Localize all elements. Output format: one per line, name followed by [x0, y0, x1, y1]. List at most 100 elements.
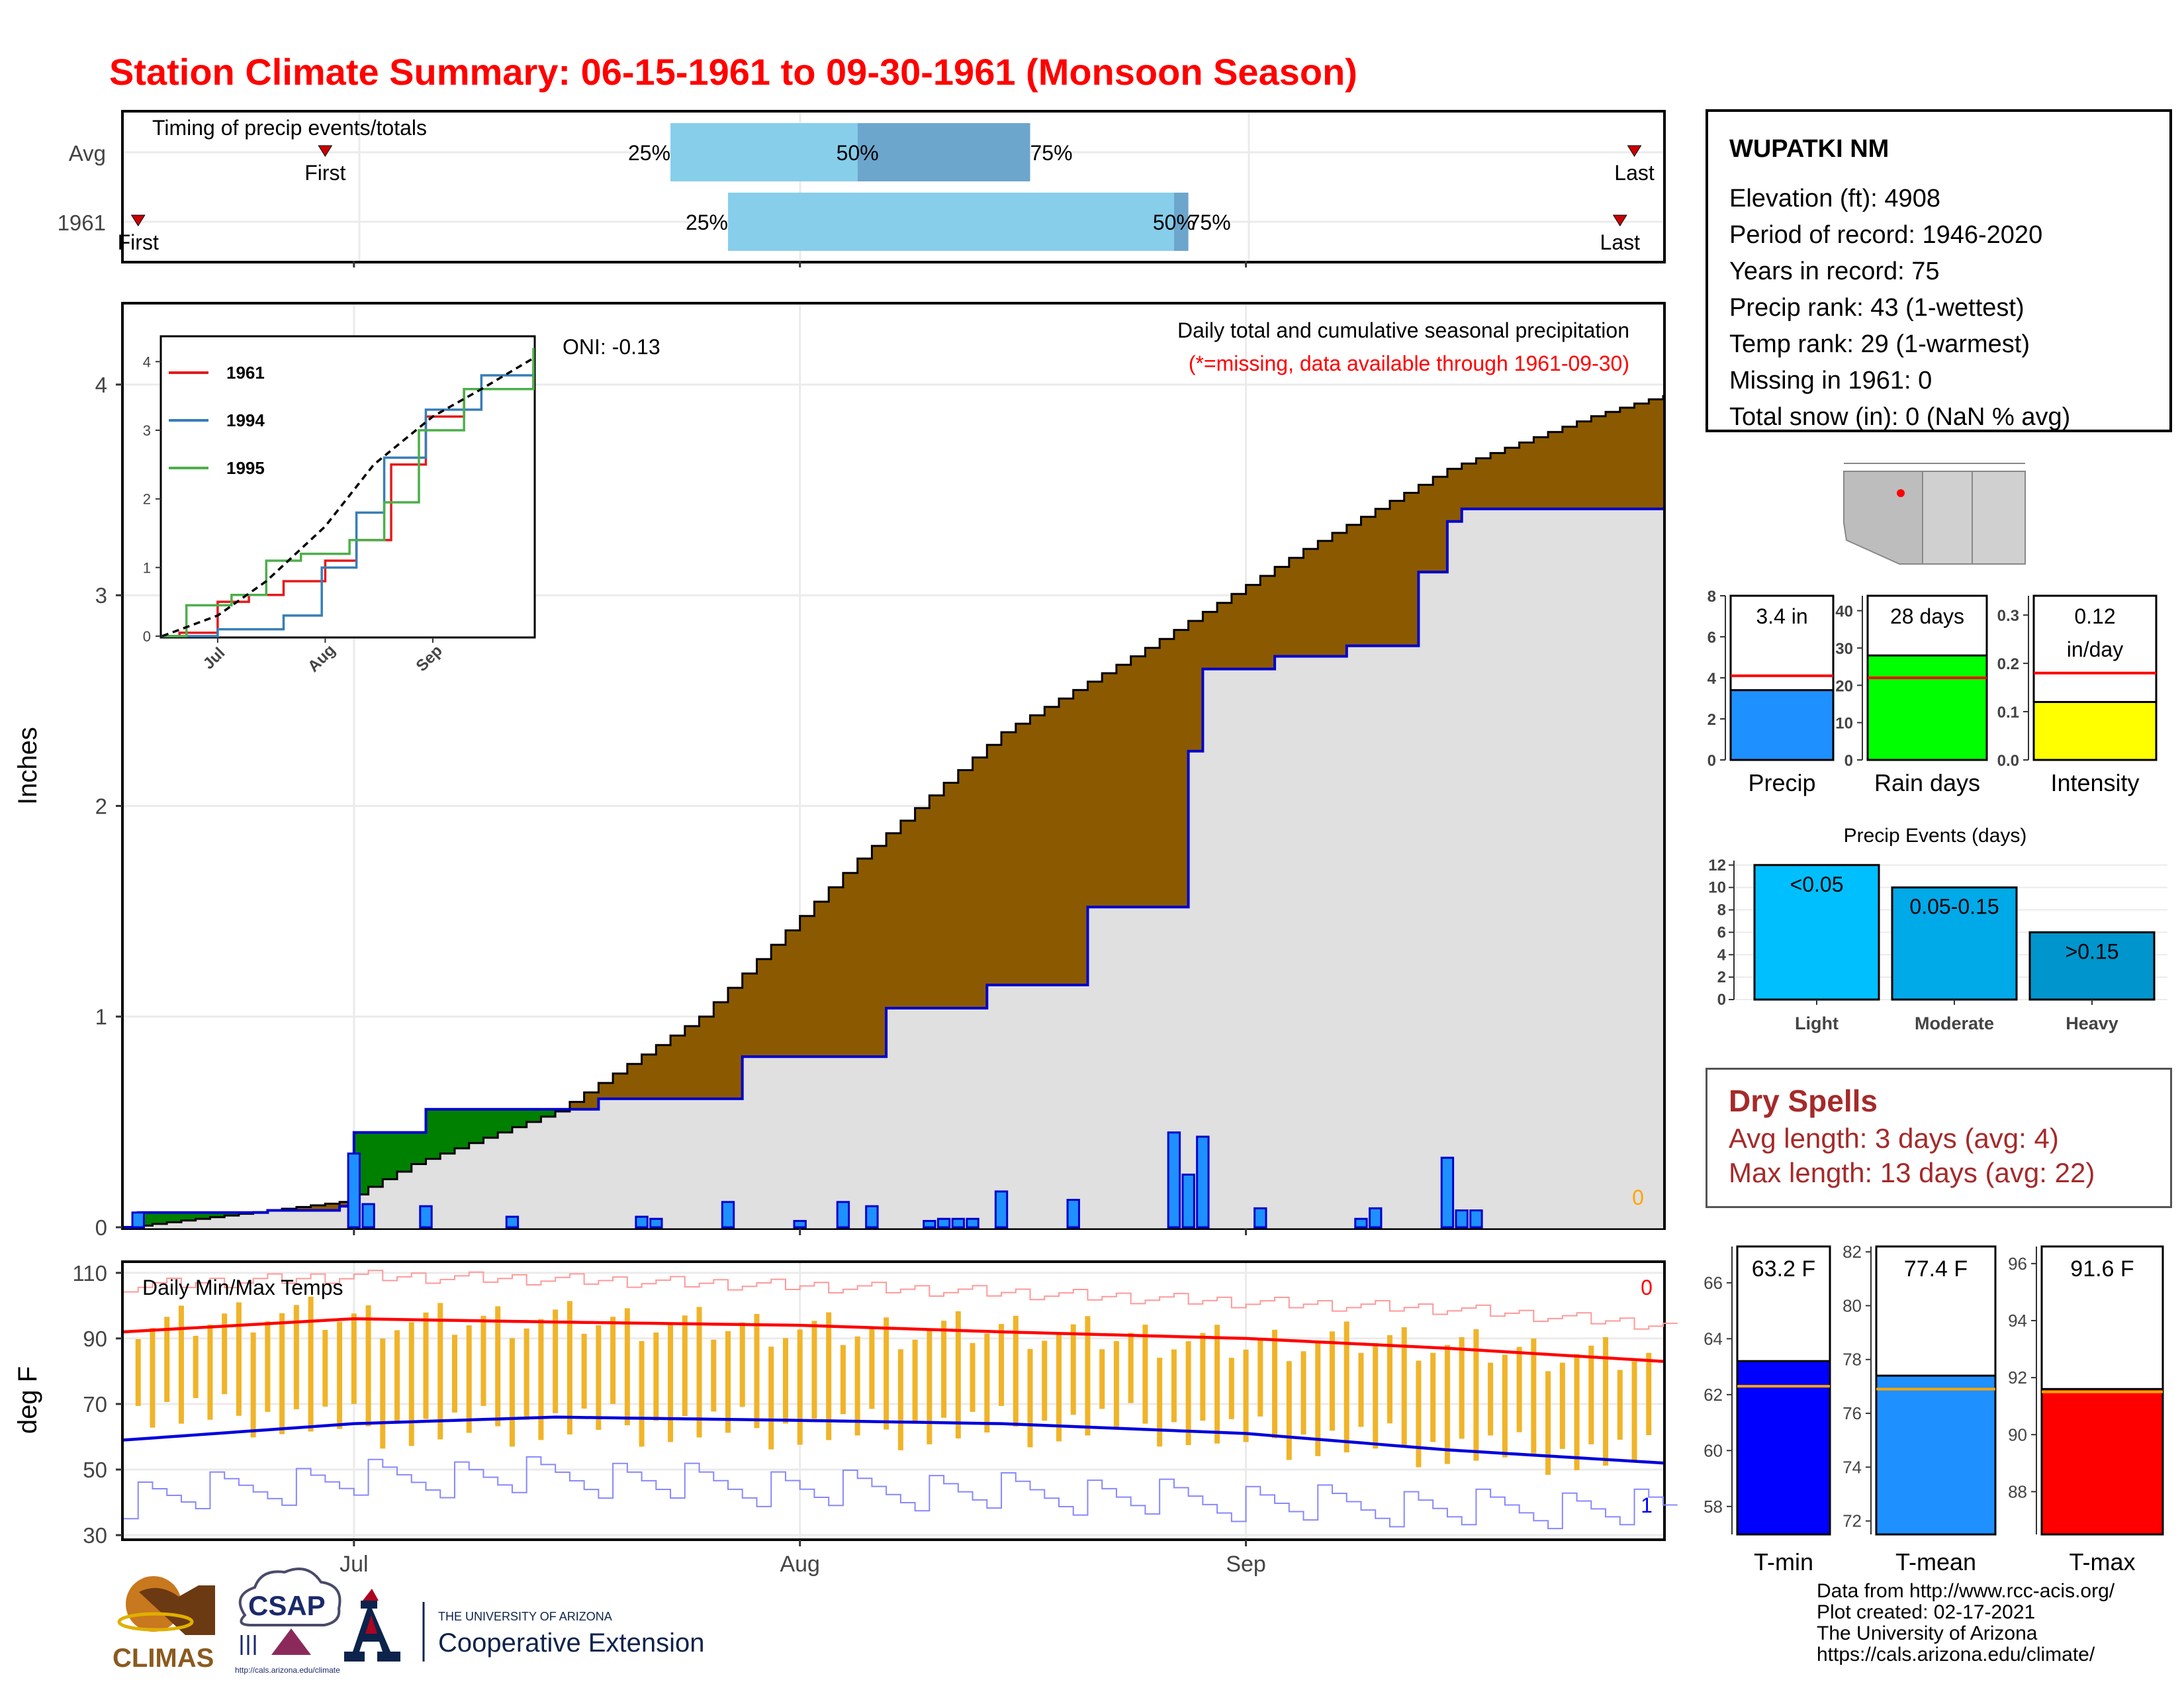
inset-average-line [161, 357, 534, 637]
daily-temp-range-bar [1588, 1345, 1594, 1444]
station-location-dot [1897, 489, 1905, 497]
daily-precip-bar [951, 1217, 966, 1229]
daily-temp-range-bar [955, 1311, 961, 1438]
daily-temp-range-bar [754, 1313, 760, 1429]
station-name: WUPATKI NM [1729, 135, 1889, 163]
temp-bar-label: T-min [1754, 1548, 1813, 1575]
precip-y-tick-label: 3 [95, 583, 107, 608]
inset-series-line [162, 365, 535, 637]
temps-y-tick-label: 70 [83, 1392, 107, 1417]
daily-temp-range-bar [1401, 1327, 1407, 1446]
temp-bar-y-tick-label: 88 [2008, 1481, 2027, 1501]
timing-p50-label: 50% [1153, 211, 1195, 234]
temp-bar-value-label: 91.6 F [2070, 1256, 2134, 1282]
temp-bar-label: T-max [2069, 1548, 2135, 1575]
daily-temp-range-bar [523, 1329, 529, 1420]
daily-precip-bar [721, 1201, 735, 1229]
daily-precip-bar [994, 1190, 1009, 1229]
last-event-label: Last [1600, 230, 1641, 254]
timing-p50-label: 50% [837, 141, 879, 165]
inset-y-tick-label: 2 [143, 491, 151, 508]
daily-temp-range-bar [869, 1327, 875, 1409]
daily-temp-range-bar [1300, 1351, 1306, 1434]
daily-temp-range-bar [941, 1321, 947, 1418]
temp-bar-value [1736, 1360, 1831, 1536]
station-years: Years in record: 75 [1729, 258, 1940, 285]
mini-bar-label: Precip [1748, 769, 1815, 796]
csap-logo-url: http://cals.arizona.edu/climate [235, 1665, 340, 1675]
temps-title: Daily Min/Max Temps [142, 1276, 343, 1299]
inset-legend: 1961 1994 1995 [169, 363, 265, 478]
temp-bar-y-tick-label: 82 [1843, 1242, 1862, 1262]
daily-precip-bar [419, 1205, 433, 1229]
daily-precip-bar [505, 1215, 520, 1229]
daily-temp-range-bar [178, 1305, 184, 1424]
daily-temp-range-bar [1200, 1333, 1206, 1421]
daily-precip-bar [361, 1203, 375, 1229]
daily-temp-range-bar [1042, 1340, 1048, 1421]
daily-temp-range-bar [1142, 1325, 1148, 1424]
season-totals-bars: 0 2 4 6 8 3.4 in Precip 0 10 20 30 40 28 days Rain da… [1707, 588, 2158, 796]
station-precip-rank: Precip rank: 43 (1-wettest) [1729, 294, 2025, 322]
daily-precip-bar [1253, 1207, 1267, 1229]
event-bar-label: Moderate [1915, 1013, 1994, 1033]
temps-y-tick-label: 90 [83, 1327, 107, 1351]
timing-p75-label: 75% [1189, 211, 1231, 234]
state-map [1843, 460, 2028, 566]
event-bar-label: Light [1795, 1013, 1839, 1033]
daily-precip-bar [635, 1215, 649, 1229]
event-bar-label: Heavy [2066, 1013, 2118, 1033]
ua-logo: THE UNIVERSITY OF ARIZONA Cooperative Ex… [344, 1589, 704, 1662]
station-temp-rank: Temp rank: 29 (1-warmest) [1729, 330, 2030, 358]
temp-bar-y-tick-label: 92 [2008, 1368, 2027, 1387]
daily-temp-range-bar [236, 1302, 242, 1416]
temps-missing-max: 0 [1641, 1276, 1653, 1299]
daily-temp-range-bar [1358, 1352, 1364, 1427]
daily-temp-range-bar [451, 1335, 457, 1413]
daily-temp-range-bar [365, 1305, 371, 1427]
temps-x-tick-label: Sep [1226, 1552, 1266, 1577]
daily-precip-bar [923, 1219, 936, 1229]
daily-temp-range-bar [538, 1319, 544, 1440]
csap-logo: CSAP http://cals.arizona.edu/climate [235, 1568, 341, 1675]
precip-y-tick-label: 1 [95, 1005, 107, 1029]
daily-temp-range-bar [1013, 1315, 1019, 1427]
daily-temp-range-bar [250, 1332, 256, 1438]
inset-legend-label: 1961 [226, 363, 265, 383]
mini-bar-y-tick-label: 4 [1707, 670, 1717, 688]
inset-y-tick-label: 0 [143, 628, 151, 645]
daily-temp-range-bar [1128, 1333, 1134, 1403]
dry-spells-avg: Avg length: 3 days (avg: 4) [1729, 1123, 2059, 1154]
avg-max-temp-line [123, 1317, 1664, 1363]
inset-legend-label: 1994 [226, 410, 265, 430]
daily-temp-range-bar [581, 1333, 587, 1409]
mini-bar-value-label: 28 days [1890, 604, 1964, 628]
daily-temp-range-bar [164, 1317, 170, 1402]
temps-x-tick-label: Jul [340, 1552, 368, 1577]
precip-y-axis: 0 1 2 3 4 [95, 373, 1248, 1240]
daily-temp-range-bar [1113, 1340, 1119, 1430]
mini-bar-value-unit: in/day [2067, 637, 2123, 661]
climas-logo: CLIMAS [113, 1576, 215, 1673]
ua-logo-bottom: Cooperative Extension [438, 1628, 704, 1658]
events-y-tick-label: 6 [1717, 923, 1726, 941]
mini-bar-y-tick-label: 8 [1707, 588, 1716, 606]
daily-temp-range-bar [1631, 1361, 1637, 1462]
daily-temp-range-bar [308, 1297, 314, 1432]
footer-university: The University of Arizona [1817, 1622, 2038, 1644]
daily-temp-range-bar [1185, 1341, 1191, 1445]
mini-bar-y-tick-label: 0.2 [1997, 655, 2019, 673]
timing-p25-label: 25% [628, 141, 670, 165]
precip-y-tick-label: 2 [95, 794, 107, 818]
footer-credits: Data from http://www.rcc-acis.org/ Plot … [1817, 1581, 2115, 1665]
daily-temp-range-bar [1444, 1344, 1450, 1464]
precip-daily-bars [131, 1131, 1483, 1229]
daily-temp-range-bar [1330, 1331, 1336, 1431]
daily-temp-range-bar [423, 1312, 429, 1419]
daily-temp-range-bar [1531, 1338, 1537, 1454]
daily-temp-range-bar [466, 1325, 472, 1433]
daily-temp-range-bar [1459, 1336, 1465, 1439]
temp-bar-value [1875, 1374, 1997, 1536]
daily-temp-range-bar [1085, 1316, 1091, 1436]
